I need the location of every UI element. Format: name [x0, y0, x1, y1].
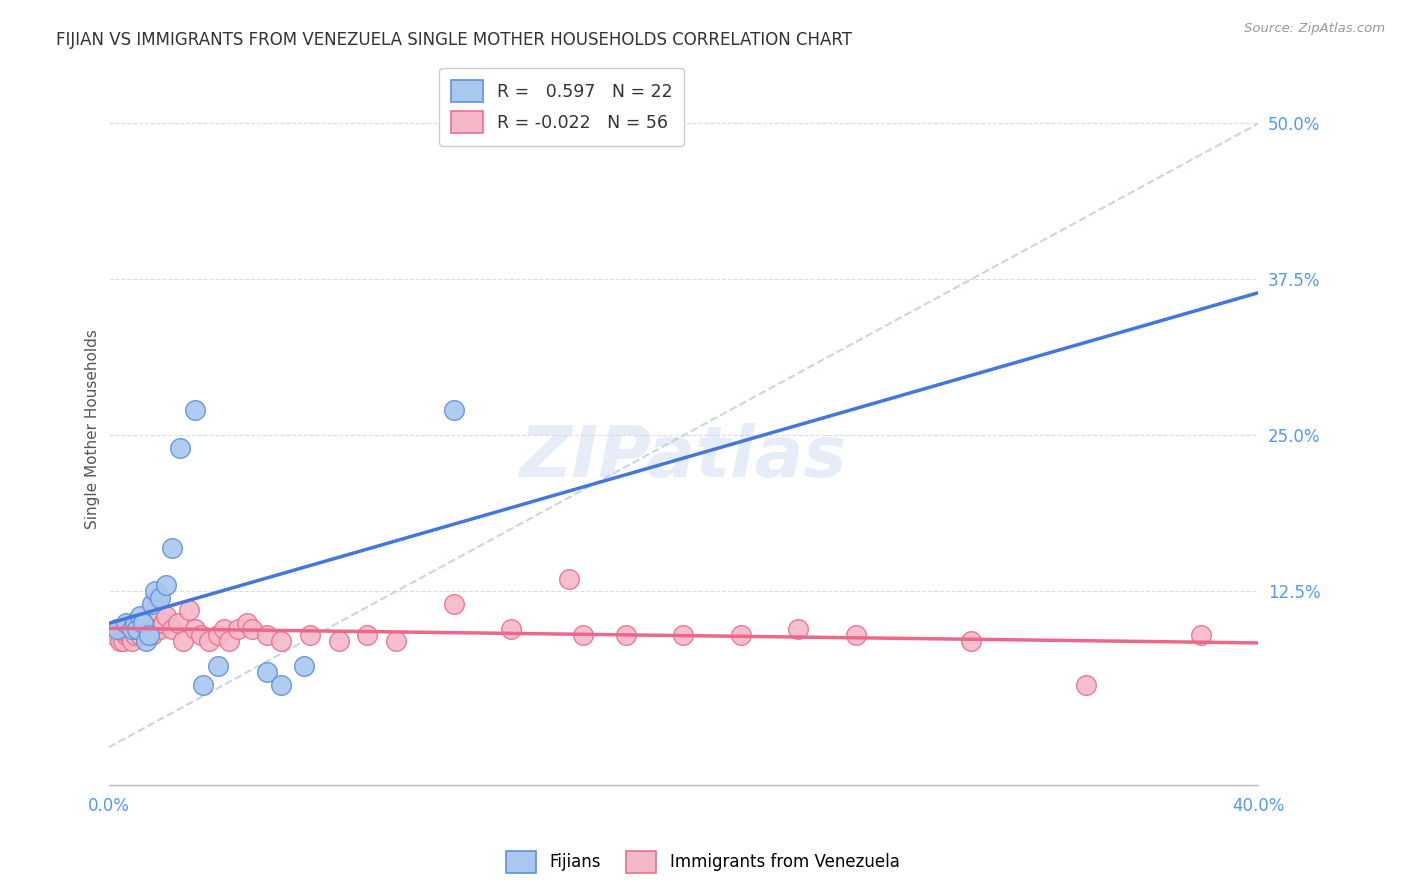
Point	[240, 622, 263, 636]
Point	[118, 628, 141, 642]
Point	[124, 628, 146, 642]
Point	[115, 628, 138, 642]
Text: ZIPatlas: ZIPatlas	[520, 423, 848, 492]
Point	[143, 603, 166, 617]
Point	[328, 634, 350, 648]
Point	[1074, 678, 1097, 692]
Text: FIJIAN VS IMMIGRANTS FROM VENEZUELA SINGLE MOTHER HOUSEHOLDS CORRELATION CHART: FIJIAN VS IMMIGRANTS FROM VENEZUELA SING…	[56, 31, 852, 49]
Point	[184, 622, 207, 636]
Point	[108, 634, 131, 648]
Point	[115, 615, 138, 630]
Point	[292, 659, 315, 673]
Point	[108, 622, 131, 636]
Point	[115, 622, 138, 636]
Point	[149, 591, 172, 605]
Point	[845, 628, 868, 642]
Point	[169, 441, 191, 455]
Point	[132, 622, 155, 636]
Point	[193, 678, 215, 692]
Point	[141, 597, 163, 611]
Point	[155, 578, 177, 592]
Point	[443, 403, 465, 417]
Point	[141, 628, 163, 642]
Point	[135, 634, 157, 648]
Point	[129, 609, 152, 624]
Point	[672, 628, 695, 642]
Legend: R =   0.597   N = 22, R = -0.022   N = 56: R = 0.597 N = 22, R = -0.022 N = 56	[439, 68, 685, 145]
Point	[152, 615, 174, 630]
Point	[198, 634, 221, 648]
Legend: Fijians, Immigrants from Venezuela: Fijians, Immigrants from Venezuela	[499, 845, 907, 880]
Point	[103, 628, 125, 642]
Point	[298, 628, 321, 642]
Point	[160, 541, 183, 555]
Point	[1189, 628, 1212, 642]
Point	[356, 628, 378, 642]
Point	[184, 403, 207, 417]
Point	[256, 628, 278, 642]
Point	[207, 628, 229, 642]
Point	[160, 622, 183, 636]
Point	[105, 622, 128, 636]
Point	[443, 597, 465, 611]
Point	[138, 628, 160, 642]
Point	[190, 628, 212, 642]
Point	[121, 634, 143, 648]
Point	[127, 615, 149, 630]
Point	[166, 615, 188, 630]
Point	[138, 622, 160, 636]
Point	[155, 609, 177, 624]
Y-axis label: Single Mother Households: Single Mother Households	[86, 329, 100, 529]
Point	[256, 665, 278, 680]
Point	[614, 628, 637, 642]
Point	[146, 591, 169, 605]
Point	[730, 628, 752, 642]
Point	[572, 628, 595, 642]
Point	[127, 622, 149, 636]
Point	[212, 622, 235, 636]
Point	[132, 615, 155, 630]
Point	[960, 634, 983, 648]
Point	[149, 622, 172, 636]
Point	[218, 634, 240, 648]
Point	[499, 622, 522, 636]
Point	[270, 678, 292, 692]
Point	[235, 615, 257, 630]
Point	[105, 622, 128, 636]
Point	[226, 622, 249, 636]
Point	[207, 659, 229, 673]
Point	[143, 584, 166, 599]
Point	[118, 622, 141, 636]
Point	[129, 628, 152, 642]
Point	[127, 622, 149, 636]
Point	[385, 634, 408, 648]
Point	[270, 634, 292, 648]
Point	[111, 622, 134, 636]
Point	[124, 615, 146, 630]
Point	[111, 634, 134, 648]
Point	[787, 622, 810, 636]
Point	[179, 603, 201, 617]
Point	[121, 622, 143, 636]
Point	[135, 628, 157, 642]
Text: Source: ZipAtlas.com: Source: ZipAtlas.com	[1244, 22, 1385, 36]
Point	[172, 634, 194, 648]
Point	[557, 572, 579, 586]
Point	[121, 622, 143, 636]
